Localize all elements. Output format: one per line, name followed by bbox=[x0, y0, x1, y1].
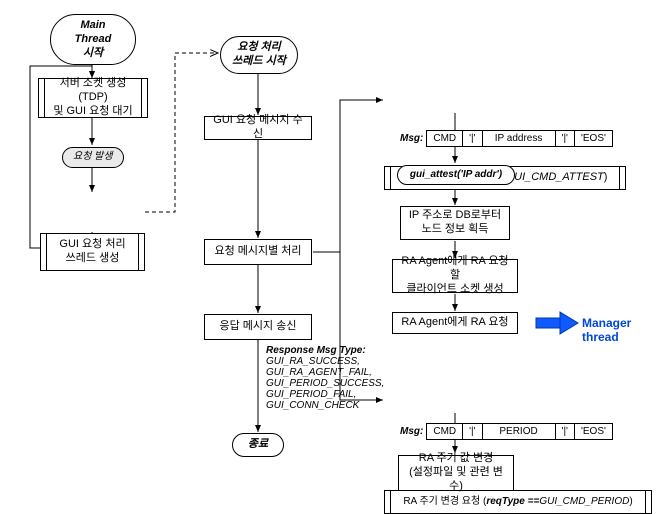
ra-db-l2: 노드 정보 획득 bbox=[422, 223, 489, 237]
dispatch-box: 요청 메시지별 처리 bbox=[204, 239, 312, 265]
ra-req-box: RA Agent에게 RA 요청 bbox=[392, 312, 518, 334]
ra-db-box: IP 주소로 DB로부터 노드 정보 획득 bbox=[400, 206, 510, 240]
end-text: 종료 bbox=[248, 438, 268, 452]
ra-header-suffix: ) bbox=[604, 171, 608, 185]
ra-req-text: RA Agent에게 RA 요청 bbox=[401, 316, 508, 330]
main-thread-start-l1: Main Thread bbox=[61, 19, 125, 47]
req-thread-start: 요청 처리 쓰레드 시작 bbox=[220, 36, 298, 74]
ra-msg-c1: '|' bbox=[462, 130, 482, 147]
gui-attest-call: gui_attest('IP addr') bbox=[397, 165, 515, 185]
period-msg-c4: 'EOS' bbox=[574, 423, 613, 440]
period-step-l1: RA 주기 값 변경 bbox=[419, 452, 493, 466]
manager-thread-text: Manager thread bbox=[582, 316, 631, 344]
server-socket-l1: 서버 소켓 생성(TDP) bbox=[51, 77, 135, 105]
resp-type-l2: GUI_PERIOD_SUCCESS, bbox=[266, 378, 426, 389]
recv-msg-box: GUI 요청 메시지 수신 bbox=[204, 116, 312, 140]
req-thread-start-l1: 요청 처리 bbox=[237, 41, 281, 55]
server-socket-box: 서버 소켓 생성(TDP) 및 GUI 요청 대기 bbox=[38, 78, 148, 118]
resp-type-l3: GUI_PERIOD_FAIL, bbox=[266, 389, 426, 400]
ra-msg-c3: '|' bbox=[555, 130, 575, 147]
gui-attest-text: gui_attest('IP addr') bbox=[410, 169, 502, 182]
dispatch-text: 요청 메시지별 처리 bbox=[214, 245, 301, 259]
ra-header-cond-val: GUI_CMD_ATTEST bbox=[506, 171, 604, 185]
resp-type-l4: GUI_CONN_CHECK bbox=[266, 400, 426, 411]
req-thread-start-l2: 쓰레드 시작 bbox=[232, 55, 286, 69]
resp-type-l0: GUI_RA_SUCCESS, bbox=[266, 356, 426, 367]
period-msg-c1: '|' bbox=[462, 423, 482, 440]
ra-msg-c2: IP address bbox=[482, 130, 556, 147]
period-header-text: RA 주기 변경 요청 ( bbox=[403, 496, 486, 509]
spawn-thread-l2: 쓰레드 생성 bbox=[66, 252, 120, 266]
send-resp-text: 응답 메시지 송신 bbox=[220, 320, 297, 334]
period-msg-label: Msg: bbox=[400, 426, 423, 437]
manager-thread-label: Manager thread bbox=[582, 316, 669, 344]
period-msg-c0: CMD bbox=[426, 423, 463, 440]
period-step-l2: (설정파일 및 관련 변수) bbox=[405, 466, 507, 494]
resp-type-header: Response Msg Type: bbox=[266, 345, 426, 356]
request-event-text: 요청 발생 bbox=[73, 151, 113, 164]
period-msg-c2: PERIOD bbox=[482, 423, 556, 440]
end-terminator: 종료 bbox=[232, 433, 284, 457]
ra-msg-label: Msg: bbox=[400, 133, 423, 144]
ra-msg-c0: CMD bbox=[426, 130, 463, 147]
resp-type-block: Response Msg Type: GUI_RA_SUCCESS, GUI_R… bbox=[266, 345, 426, 411]
ra-msg-row: Msg: CMD '|' IP address '|' 'EOS' bbox=[400, 130, 613, 147]
request-event-bubble: 요청 발생 bbox=[62, 147, 124, 168]
period-header-cond-prefix: reqType == bbox=[486, 496, 539, 509]
ra-msg-c4: 'EOS' bbox=[574, 130, 613, 147]
main-thread-start-l2: 시작 bbox=[83, 47, 103, 61]
ra-db-l1: IP 주소로 DB로부터 bbox=[409, 209, 501, 223]
resp-type-l1: GUI_RA_AGENT_FAIL, bbox=[266, 367, 426, 378]
period-step-box: RA 주기 값 변경 (설정파일 및 관련 변수) bbox=[398, 455, 514, 491]
period-msg-row: Msg: CMD '|' PERIOD '|' 'EOS' bbox=[400, 423, 613, 440]
ra-sock-box: RA Agent에게 RA 요청할 클라이언트 소켓 생성 bbox=[392, 259, 518, 293]
period-header-cond-val: GUI_CMD_PERIOD bbox=[539, 496, 629, 509]
ra-sock-l2: 클라이언트 소켓 생성 bbox=[406, 283, 503, 297]
send-resp-box: 응답 메시지 송신 bbox=[204, 314, 312, 340]
period-header-suffix: ) bbox=[629, 496, 632, 509]
spawn-thread-l1: GUI 요청 처리 bbox=[59, 238, 125, 252]
server-socket-l2: 및 GUI 요청 대기 bbox=[53, 105, 132, 119]
main-thread-start: Main Thread 시작 bbox=[50, 14, 136, 65]
recv-msg-text: GUI 요청 메시지 수신 bbox=[211, 114, 305, 142]
period-msg-c3: '|' bbox=[555, 423, 575, 440]
ra-sock-l1: RA Agent에게 RA 요청할 bbox=[399, 255, 511, 283]
spawn-thread-box: GUI 요청 처리 쓰레드 생성 bbox=[40, 233, 145, 271]
